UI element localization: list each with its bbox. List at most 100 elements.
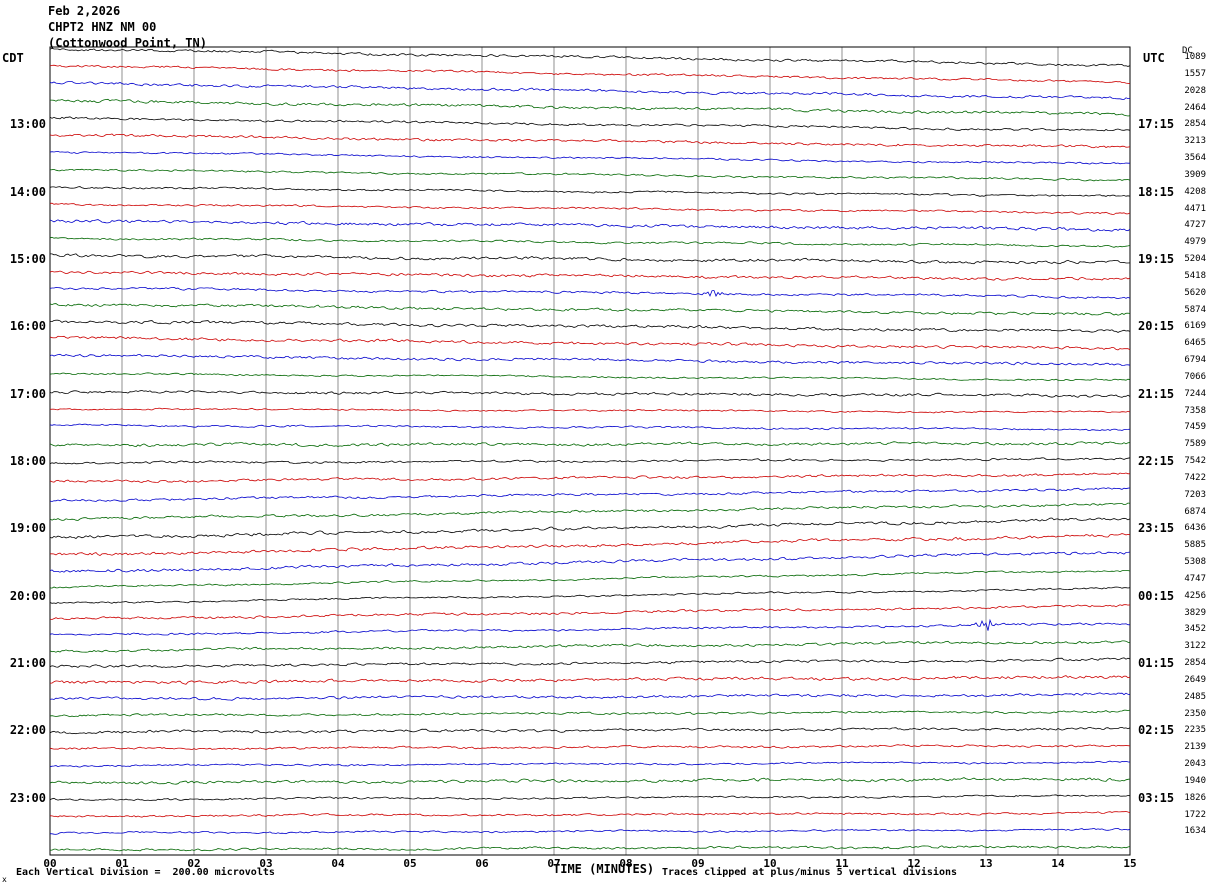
dc-value: 5204	[1184, 254, 1206, 264]
dc-value: 2235	[1184, 725, 1206, 736]
left-time-label: 20:00	[9, 588, 46, 603]
dc-value: 2485	[1184, 691, 1206, 702]
left-time-label: 16:00	[9, 319, 46, 334]
corner-mark: x	[2, 875, 7, 884]
trace-row-34	[49, 618, 1131, 636]
trace-row-37	[50, 675, 1131, 685]
trace-row-3	[50, 98, 1131, 117]
dc-value: 6874	[1184, 506, 1206, 517]
x-tick-label: 06	[475, 857, 489, 870]
left-axis-title: CDT	[2, 51, 24, 65]
left-time-label: 22:00	[9, 723, 46, 738]
x-tick-label: 00	[43, 857, 57, 870]
header-location: (Cottonwood Point, TN)	[48, 36, 207, 50]
trace-row-14	[49, 286, 1131, 300]
trace-row-46	[49, 827, 1131, 835]
dc-value: 5620	[1184, 287, 1206, 298]
dc-value: 2350	[1184, 708, 1206, 719]
dc-value: 2043	[1184, 759, 1206, 769]
dc-value: 4256	[1184, 590, 1206, 601]
trace-row-26	[49, 487, 1131, 502]
dc-value: 7542	[1184, 456, 1206, 466]
x-tick-label: 09	[691, 857, 705, 870]
dc-value: 2139	[1184, 742, 1206, 753]
dc-value: 2854	[1184, 119, 1206, 130]
trace-row-11	[49, 236, 1131, 248]
trace-row-6	[49, 150, 1130, 165]
dc-value: 1826	[1184, 792, 1206, 803]
dc-value: 6436	[1184, 523, 1206, 534]
trace-row-21	[49, 407, 1131, 414]
dc-value: 2464	[1184, 102, 1206, 113]
dc-value: 7203	[1184, 489, 1206, 500]
trace-row-12	[50, 253, 1131, 265]
left-time-label: 19:00	[9, 521, 46, 536]
trace-row-5	[49, 133, 1131, 149]
right-axis-title: UTC	[1143, 51, 1165, 65]
trace-row-32	[49, 586, 1131, 604]
left-time-label: 17:00	[9, 386, 46, 401]
trace-row-23	[49, 441, 1131, 448]
dc-value: 1634	[1184, 826, 1206, 837]
dc-value: 6169	[1184, 321, 1206, 332]
dc-value: 4979	[1184, 237, 1206, 248]
trace-row-39	[49, 709, 1131, 718]
x-tick-label: 14	[1051, 857, 1065, 870]
trace-row-31	[49, 570, 1131, 589]
trace-row-47	[49, 845, 1131, 852]
trace-row-35	[49, 640, 1131, 653]
trace-row-40	[49, 726, 1131, 735]
dc-value: 1557	[1184, 68, 1206, 79]
x-tick-label: 01	[115, 857, 129, 870]
right-time-label: 20:15	[1138, 319, 1175, 334]
clip-note: Traces clipped at plus/minus 5 vertical …	[662, 867, 958, 878]
x-tick-label: 15	[1123, 857, 1137, 870]
dc-value: 7589	[1184, 439, 1206, 450]
left-time-label: 23:00	[9, 790, 46, 805]
right-time-label: 01:15	[1138, 656, 1175, 670]
dc-value: 1940	[1184, 775, 1206, 786]
dc-value: 7066	[1184, 371, 1206, 382]
trace-row-27	[49, 502, 1131, 521]
left-time-label: 14:00	[9, 184, 46, 199]
right-time-label: 21:15	[1138, 386, 1175, 401]
left-time-label: 13:00	[9, 117, 46, 132]
dc-value: 4471	[1184, 203, 1206, 214]
x-tick-label: 04	[331, 857, 345, 870]
x-tick-label: 13	[979, 857, 993, 870]
trace-row-1	[49, 64, 1131, 85]
trace-row-4	[49, 116, 1131, 132]
x-axis-title: TIME (MINUTES)	[553, 862, 655, 876]
trace-row-41	[49, 744, 1131, 751]
trace-row-2	[49, 81, 1131, 100]
left-time-label: 18:00	[9, 454, 46, 468]
trace-row-16	[49, 319, 1131, 333]
dc-value: 2028	[1184, 85, 1206, 96]
scale-note: Each Vertical Division = 200.00 microvol…	[16, 867, 275, 878]
right-time-label: 17:15	[1138, 117, 1175, 132]
trace-row-24	[49, 457, 1131, 465]
right-time-label: 00:15	[1138, 588, 1175, 603]
trace-row-33	[49, 604, 1131, 621]
trace-row-7	[49, 168, 1131, 182]
dc-value: 3909	[1184, 169, 1206, 180]
left-time-label: 15:00	[9, 252, 46, 266]
trace-row-17	[49, 335, 1131, 351]
x-tick-label: 05	[403, 857, 417, 870]
dc-value: 7422	[1184, 472, 1206, 483]
right-time-label: 22:15	[1138, 454, 1175, 468]
dc-value: 6465	[1184, 338, 1206, 349]
trace-row-28	[49, 517, 1131, 539]
x-tick-label: 12	[907, 857, 921, 870]
dc-value: 1089	[1184, 52, 1206, 62]
right-time-label: 23:15	[1138, 521, 1175, 536]
dc-value: 3829	[1184, 607, 1206, 618]
trace-row-25	[49, 472, 1131, 483]
trace-row-29	[49, 533, 1131, 556]
dc-value: 6794	[1184, 355, 1206, 365]
plot-border	[49, 46, 1131, 856]
dc-column-title: DC	[1182, 46, 1193, 56]
dc-value: 4727	[1184, 220, 1206, 231]
left-time-label: 21:00	[9, 656, 46, 670]
